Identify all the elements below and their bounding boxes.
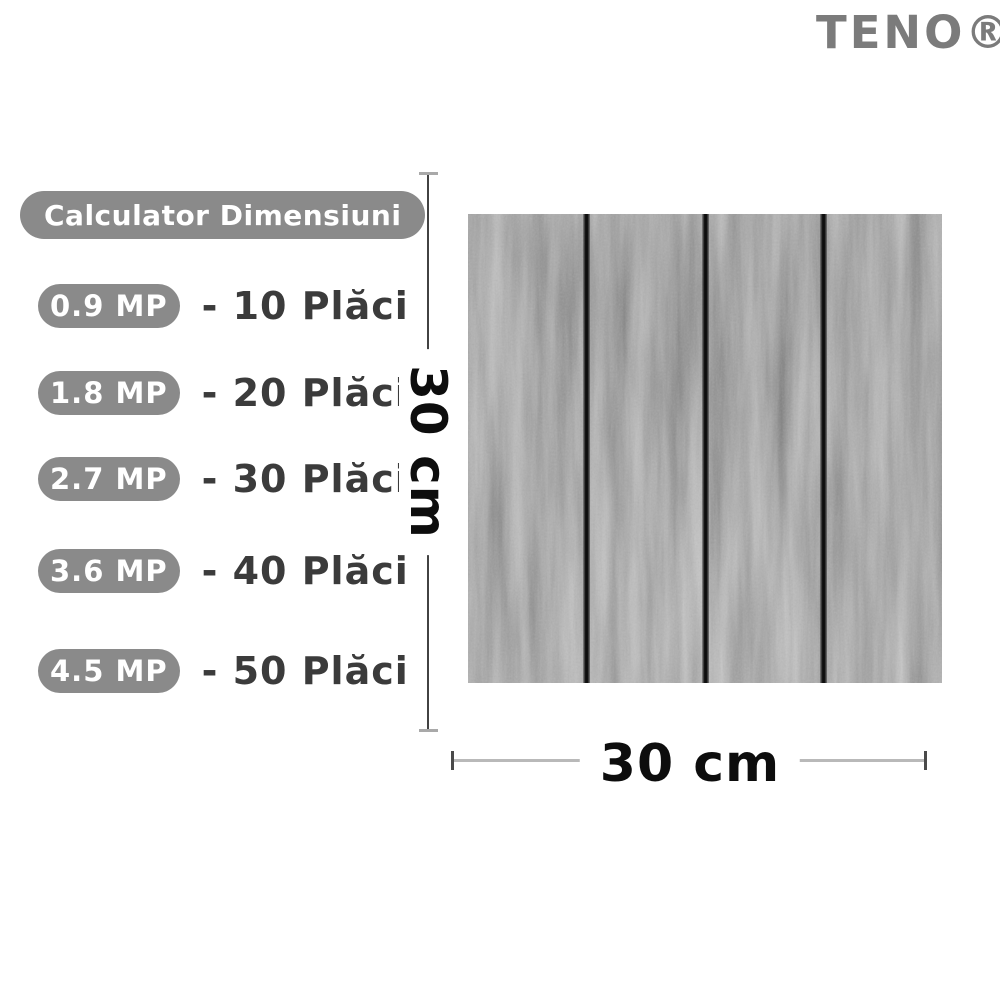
plank-separator bbox=[583, 214, 590, 683]
brand-logo: TENO® bbox=[816, 6, 1000, 59]
row-result: - 40 Plăci bbox=[201, 549, 409, 593]
area-badge: 4.5 MP bbox=[38, 649, 180, 693]
plank-separator bbox=[820, 214, 827, 683]
calculator-row: 1.8 MP - 20 Plăci bbox=[38, 371, 409, 415]
area-badge: 1.8 MP bbox=[38, 371, 180, 415]
height-dimension-label: 30 cm bbox=[399, 349, 457, 555]
width-dimension-label: 30 cm bbox=[579, 734, 801, 794]
wood-panel-image bbox=[468, 214, 942, 683]
page-title: Calculator Dimensiuni bbox=[20, 191, 426, 239]
dimension-tick-right bbox=[924, 751, 927, 770]
dimension-tick-top bbox=[419, 172, 438, 175]
area-badge: 0.9 MP bbox=[38, 284, 180, 328]
calculator-row: 2.7 MP - 30 Plăci bbox=[38, 457, 409, 501]
area-badge: 2.7 MP bbox=[38, 457, 180, 501]
row-result: - 20 Plăci bbox=[201, 371, 409, 415]
row-result: - 30 Plăci bbox=[201, 457, 409, 501]
plank-separator bbox=[701, 214, 709, 683]
calculator-row: 4.5 MP - 50 Plăci bbox=[38, 649, 409, 693]
calculator-row: 0.9 MP - 10 Plăci bbox=[38, 284, 409, 328]
dimension-tick-left bbox=[451, 751, 454, 770]
row-result: - 10 Plăci bbox=[201, 284, 409, 328]
calculator-row: 3.6 MP - 40 Plăci bbox=[38, 549, 409, 593]
row-result: - 50 Plăci bbox=[201, 649, 409, 693]
area-badge: 3.6 MP bbox=[38, 549, 180, 593]
dimension-tick-bottom bbox=[419, 729, 438, 732]
